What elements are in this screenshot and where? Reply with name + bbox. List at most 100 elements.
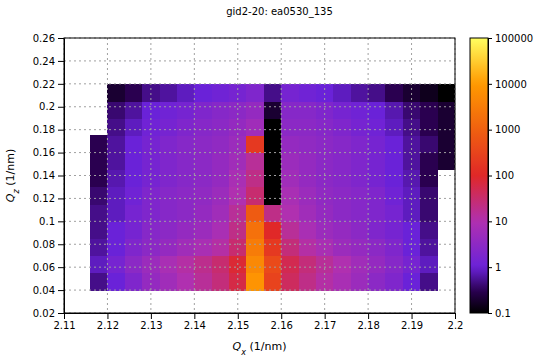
colorbar-axis: 0.1110100100010000100000: [488, 33, 533, 319]
heatmap-cell: [420, 153, 438, 171]
y-tick-label: 0.18: [33, 124, 55, 135]
heatmap-cell: [90, 273, 108, 291]
heatmap-cell: [385, 84, 403, 102]
y-tick: 0.26: [33, 33, 64, 44]
heatmap-cell: [281, 221, 299, 239]
heatmap-cell: [160, 153, 178, 171]
y-tick: 0.18: [33, 124, 64, 135]
colorbar-tick-mark: [488, 176, 492, 177]
heatmap-cell: [368, 101, 386, 119]
heatmap-cell: [125, 187, 143, 205]
x-tick-label: 2.11: [53, 320, 75, 331]
heatmap-cell: [333, 101, 351, 119]
y-tick-label: 0.06: [33, 262, 55, 273]
heatmap-cell: [281, 256, 299, 274]
heatmap-cell: [160, 273, 178, 291]
x-tick-label: 2.19: [401, 320, 423, 331]
heatmap-cell: [368, 153, 386, 171]
heatmap-cell: [264, 84, 282, 102]
heatmap-cell: [90, 221, 108, 239]
heatmap-cell: [281, 118, 299, 136]
heatmap-cell: [177, 101, 195, 119]
heatmap-cell: [385, 118, 403, 136]
y-tick-mark: [58, 313, 64, 314]
y-tick: 0.1: [39, 216, 64, 227]
heatmap-cell: [246, 118, 264, 136]
heatmap-cell: [194, 187, 212, 205]
heatmap-cell: [90, 135, 108, 153]
heatmap-cell: [212, 170, 230, 188]
colorbar-tick-label: 10: [495, 216, 508, 227]
heatmap-cell: [264, 256, 282, 274]
grid-line-y: [64, 221, 455, 222]
heatmap-cell: [420, 118, 438, 136]
heatmap-cell: [281, 204, 299, 222]
heatmap-cell: [281, 170, 299, 188]
heatmap-cell: [385, 170, 403, 188]
colorbar-tick: 100000: [488, 33, 533, 44]
heatmap-cell: [194, 204, 212, 222]
heatmap-cell: [194, 135, 212, 153]
heatmap-cell: [333, 239, 351, 257]
colorbar-tick: 10000: [488, 79, 527, 90]
plot-background: [64, 38, 455, 313]
grid: [64, 38, 455, 313]
colorbar-tick-label: 1000: [495, 124, 520, 135]
y-tick-mark: [58, 61, 64, 62]
heatmap-cell: [351, 118, 369, 136]
heatmap-cell: [177, 273, 195, 291]
colorbar-tick: 1: [488, 262, 501, 273]
heatmap-cell: [107, 101, 125, 119]
colorbar: [470, 38, 488, 313]
heatmap-cell: [177, 84, 195, 102]
heatmap-cell: [212, 187, 230, 205]
heatmap-cell: [333, 135, 351, 153]
y-tick-mark: [58, 153, 64, 154]
heatmap-cell: [125, 153, 143, 171]
x-axis-line: [65, 313, 456, 314]
grid-line-y: [64, 152, 455, 153]
x-tick-mark: [412, 313, 413, 319]
heatmap-cell: [246, 153, 264, 171]
heatmap-cell: [438, 118, 455, 136]
y-tick-mark: [58, 38, 64, 39]
heatmap-cell: [299, 221, 317, 239]
heatmap-cell: [420, 273, 438, 291]
heatmap-cell: [385, 187, 403, 205]
x-tick-mark: [64, 313, 65, 319]
heatmap-cell: [107, 273, 125, 291]
heatmap-cell: [281, 187, 299, 205]
heatmap-cell: [212, 118, 230, 136]
y-axis-line: [64, 39, 65, 314]
heatmap-cell: [264, 239, 282, 257]
x-tick-label: 2.12: [97, 320, 119, 331]
x-tick-mark: [368, 313, 369, 319]
colorbar-tick-mark: [488, 38, 492, 39]
heatmap-cell: [333, 84, 351, 102]
colorbar-tick-label: 100000: [495, 33, 533, 44]
x-tick-mark: [455, 313, 456, 319]
heatmap-cell: [107, 187, 125, 205]
heatmap-cell: [368, 170, 386, 188]
heatmap-cell: [264, 204, 282, 222]
heatmap-cell: [368, 84, 386, 102]
heatmap-cell: [351, 204, 369, 222]
heatmap-cell: [403, 273, 421, 291]
y-tick-label: 0.24: [33, 56, 55, 67]
heatmap-cell: [160, 187, 178, 205]
heatmap-cell: [125, 84, 143, 102]
heatmap-cell: [281, 135, 299, 153]
heatmap-cell: [194, 101, 212, 119]
x-tick-mark: [194, 313, 195, 319]
heatmap-cell: [281, 153, 299, 171]
heatmap-cell: [246, 239, 264, 257]
heatmap-cell: [194, 153, 212, 171]
heatmap-cell: [420, 187, 438, 205]
heatmap-cell: [299, 135, 317, 153]
colorbar-tick-label: 1: [495, 262, 501, 273]
heatmap-cell: [385, 135, 403, 153]
x-tick-label: 2.15: [227, 320, 249, 331]
heatmap-cell: [177, 118, 195, 136]
y-tick-label: 0.04: [33, 285, 55, 296]
y-tick-mark: [58, 290, 64, 291]
